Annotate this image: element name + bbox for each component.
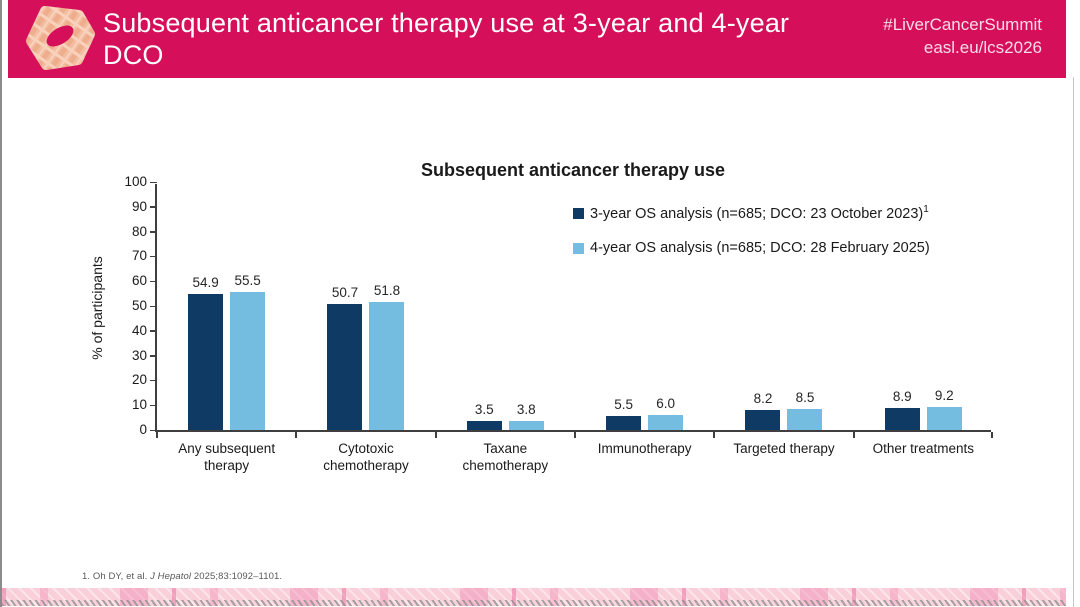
event-hashtag: #LiverCancerSummit (883, 15, 1042, 34)
y-tick-label: 10 (131, 397, 147, 413)
y-tick-label: 90 (131, 198, 147, 214)
bar-value-label: 51.8 (373, 283, 401, 298)
chart-title: Subsequent anticancer therapy use (420, 160, 726, 180)
bar (745, 410, 781, 430)
x-tick-mark (713, 432, 715, 438)
event-url: easl.eu/lcs2026 (923, 38, 1042, 57)
bar-group: 8.2 8.5 Targeted therapy (714, 184, 853, 456)
bar (648, 415, 684, 430)
legend-swatch-icon (573, 242, 584, 254)
y-tick-label: 40 (131, 322, 147, 338)
bar (606, 416, 642, 430)
bar-value-label: 54.9 (192, 275, 219, 290)
bar (926, 407, 962, 430)
bar (787, 409, 823, 430)
category-label: Immunotherapy (597, 441, 692, 456)
legend-superscript: 1 (923, 204, 929, 216)
y-tick-mark (150, 255, 157, 258)
bar (369, 302, 405, 430)
legend-item: 4-year OS analysis (n=685; DCO: 28 Febru… (573, 238, 930, 258)
bar-value-label: 8.5 (795, 390, 815, 405)
legend-item: 3-year OS analysis (n=685; DCO: 23 Octob… (573, 203, 930, 223)
category-label: Taxane chemotherapy (462, 441, 549, 473)
y-tick-label: 60 (131, 273, 147, 289)
y-tick-label: 100 (124, 174, 147, 189)
bar-group: 5.5 6.0 Immunotherapy (575, 184, 714, 456)
y-tick-mark (150, 206, 157, 208)
x-tick-mark (991, 432, 993, 438)
page-right-border (1073, 77, 1074, 607)
bar (188, 294, 224, 430)
legend-swatch-icon (573, 207, 584, 219)
y-tick-label: 80 (131, 223, 147, 239)
bar-group: 3.5 3.8 Taxane chemotherapy (436, 184, 575, 473)
footnote-journal: J Hepatol (150, 571, 192, 582)
category-label: Targeted therapy (733, 441, 835, 456)
bar-value-label: 8.2 (753, 391, 773, 406)
plaid-pattern-strip (2, 588, 1066, 606)
category-label: Cytotoxic chemotherapy (323, 441, 409, 473)
bar-value-label: 50.7 (331, 285, 359, 300)
y-tick-label: 0 (139, 422, 147, 437)
bar (230, 292, 266, 430)
bar (884, 408, 920, 430)
footnote-citation: 2025;83:1092–1101. (191, 571, 283, 582)
y-tick-label: 70 (131, 248, 147, 264)
bar-chart-plot-area: 0 10 20 30 40 50 60 70 80 90 100 54.9 55.5 Any subseq… (124, 174, 993, 473)
x-tick-mark (295, 432, 297, 438)
bar-group: 8.9 9.2 Other treatments (854, 184, 993, 456)
legend-label: 3-year OS analysis (n=685; DCO: 23 Octob… (590, 204, 929, 222)
bar-value-label: 5.5 (614, 397, 634, 412)
bar-group: 50.7 51.8 Cytotoxic chemotherapy (296, 184, 435, 473)
x-tick-mark (435, 432, 437, 438)
bar-value-label: 3.5 (474, 402, 494, 417)
footnote-reference: 1. Oh DY, et al. J Hepatol 2025;83:1092–… (82, 571, 282, 582)
bar (466, 421, 502, 430)
x-tick-mark (574, 432, 576, 438)
easl-liver-logo-icon (20, 4, 98, 74)
y-tick-mark (150, 231, 157, 233)
y-tick-label: 20 (131, 372, 147, 388)
x-tick-mark (156, 432, 158, 438)
y-tick-mark (150, 305, 157, 307)
y-axis-label: % of participants (89, 256, 105, 360)
y-tick-mark (150, 280, 157, 283)
slide-header: Subsequent anticancer therapy use at 3-y… (8, 0, 1066, 78)
bar-group: 54.9 55.5 Any subsequent therapy (157, 184, 296, 473)
y-tick-mark (150, 330, 157, 332)
y-tick-label: 50 (131, 298, 147, 313)
chart-legend: 3-year OS analysis (n=685; DCO: 23 Octob… (573, 203, 930, 273)
y-tick-mark (150, 404, 157, 407)
bar-value-label: 6.0 (656, 396, 676, 411)
x-tick-mark (853, 432, 855, 438)
bar-value-label: 55.5 (234, 273, 261, 288)
y-tick-mark (150, 379, 157, 382)
y-tick-mark (150, 181, 157, 183)
bar-value-label: 9.2 (934, 388, 954, 403)
legend-label: 4-year OS analysis (n=685; DCO: 28 Febru… (590, 240, 930, 256)
window-left-edge (0, 0, 2, 607)
event-info: #LiverCancerSummit easl.eu/lcs2026 (883, 13, 1042, 59)
y-tick-mark (150, 355, 157, 357)
footnote-text: 1. Oh DY, et al. (82, 571, 151, 582)
bar (508, 421, 544, 430)
y-tick-mark (150, 429, 157, 431)
category-label: Other treatments (872, 441, 974, 456)
category-label: Any subsequent therapy (178, 441, 276, 473)
bar-value-label: 8.9 (892, 389, 912, 404)
bar (327, 304, 363, 430)
bar-value-label: 3.8 (516, 402, 536, 417)
slide-title: Subsequent anticancer therapy use at 3-y… (103, 8, 790, 70)
y-tick-label: 30 (131, 347, 147, 363)
